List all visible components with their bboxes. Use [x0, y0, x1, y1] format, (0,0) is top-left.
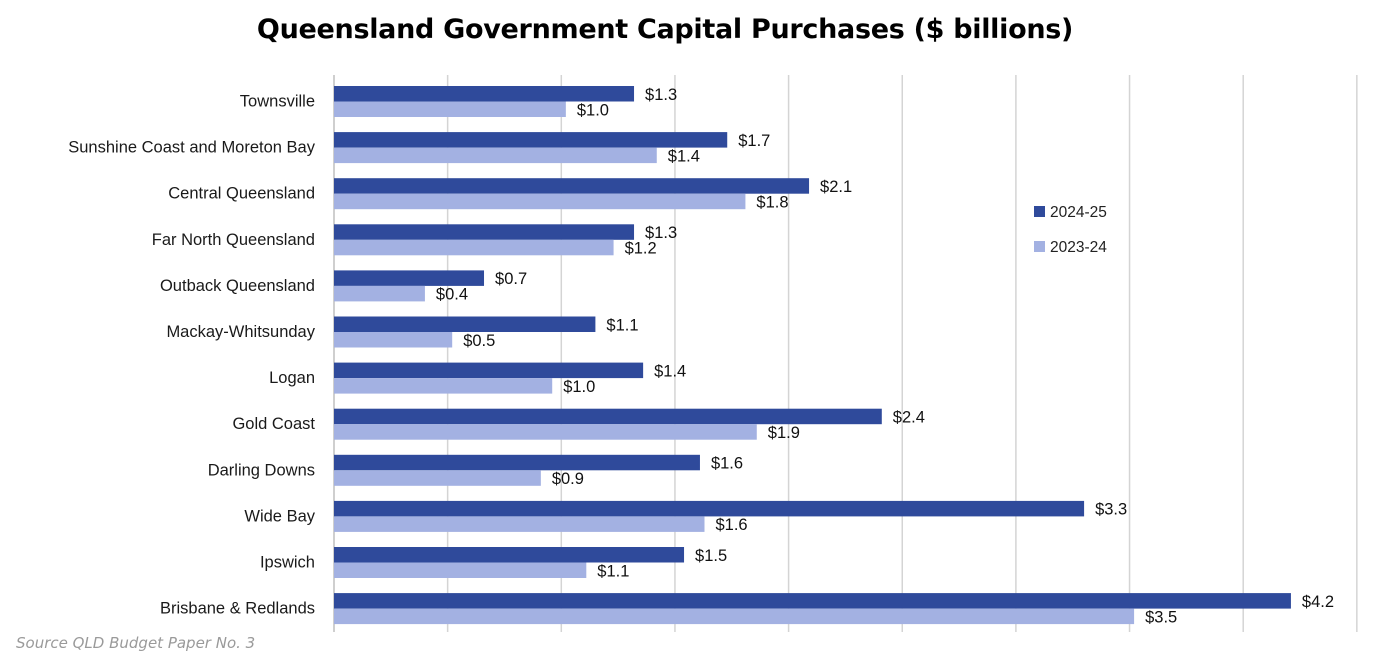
data-label: $0.4: [436, 286, 468, 304]
data-label: $1.3: [645, 224, 677, 242]
data-label: $2.4: [893, 408, 925, 426]
category-label: Gold Coast: [232, 415, 315, 433]
category-label: Sunshine Coast and Moreton Bay: [68, 139, 315, 157]
bar-2024-25: [334, 593, 1291, 609]
data-label: $1.2: [625, 240, 657, 258]
legend-label: 2023-24: [1050, 239, 1107, 256]
source-note: Source QLD Budget Paper No. 3: [16, 634, 256, 652]
category-label: Far North Queensland: [152, 231, 315, 249]
category-label: Central Queensland: [168, 185, 315, 203]
bar-2023-24: [334, 608, 1135, 625]
category-label: Darling Downs: [208, 461, 315, 479]
category-label: Logan: [269, 369, 315, 387]
data-label: $4.2: [1302, 593, 1334, 611]
category-label: Ipswich: [260, 554, 315, 572]
category-label: Brisbane & Redlands: [160, 600, 315, 618]
data-label: $1.9: [768, 424, 800, 442]
data-label: $3.5: [1145, 608, 1177, 626]
data-label: $1.0: [563, 378, 595, 396]
bar-2023-24: [334, 424, 757, 440]
data-label: $1.5: [695, 547, 727, 565]
bar-2024-25: [334, 316, 596, 332]
legend-swatch: [1034, 206, 1045, 217]
data-label: $1.4: [654, 362, 686, 380]
data-label: $0.7: [495, 270, 527, 288]
bar-2024-25: [334, 500, 1085, 517]
data-label: $0.9: [552, 470, 584, 488]
legend-label: 2024-25: [1050, 204, 1107, 221]
bar-2023-24: [334, 332, 453, 348]
bar-2024-25: [334, 362, 644, 379]
data-label: $1.6: [715, 516, 747, 534]
bar-2023-24: [334, 562, 587, 578]
data-label: $1.1: [606, 316, 638, 334]
bar-2024-25: [334, 547, 685, 563]
data-label: $1.0: [577, 101, 609, 119]
data-label: $1.8: [756, 193, 788, 211]
bar-2023-24: [334, 285, 425, 302]
data-label: $1.7: [738, 132, 770, 150]
bar-2024-25: [334, 132, 728, 148]
data-label: $0.5: [463, 332, 495, 350]
bar-2023-24: [334, 470, 541, 486]
bar-2023-24: [334, 239, 614, 256]
bar-2024-25: [334, 408, 882, 425]
data-label: $2.1: [820, 178, 852, 196]
bar-2024-25: [334, 224, 635, 240]
bar-2024-25: [334, 270, 485, 286]
bar-2024-25: [334, 454, 700, 471]
data-label: $1.4: [668, 147, 700, 165]
bar-2024-25: [334, 178, 810, 194]
bar-2023-24: [334, 147, 657, 164]
chart-title: Queensland Government Capital Purchases …: [256, 14, 1074, 45]
bar-2023-24: [334, 378, 553, 394]
category-label: Outback Queensland: [160, 277, 315, 295]
legend-swatch: [1034, 241, 1045, 252]
data-label: $1.6: [711, 455, 743, 473]
bar-2023-24: [334, 516, 705, 532]
bar-2024-25: [334, 86, 635, 102]
data-label: $3.3: [1095, 501, 1127, 519]
category-label: Wide Bay: [244, 507, 315, 525]
bar-2023-24: [334, 193, 746, 210]
data-label: $1.3: [645, 86, 677, 104]
category-label: Townsville: [240, 93, 315, 111]
category-label: Mackay-Whitsunday: [166, 323, 315, 341]
data-label: $1.1: [597, 562, 629, 580]
bar-2023-24: [334, 101, 566, 117]
